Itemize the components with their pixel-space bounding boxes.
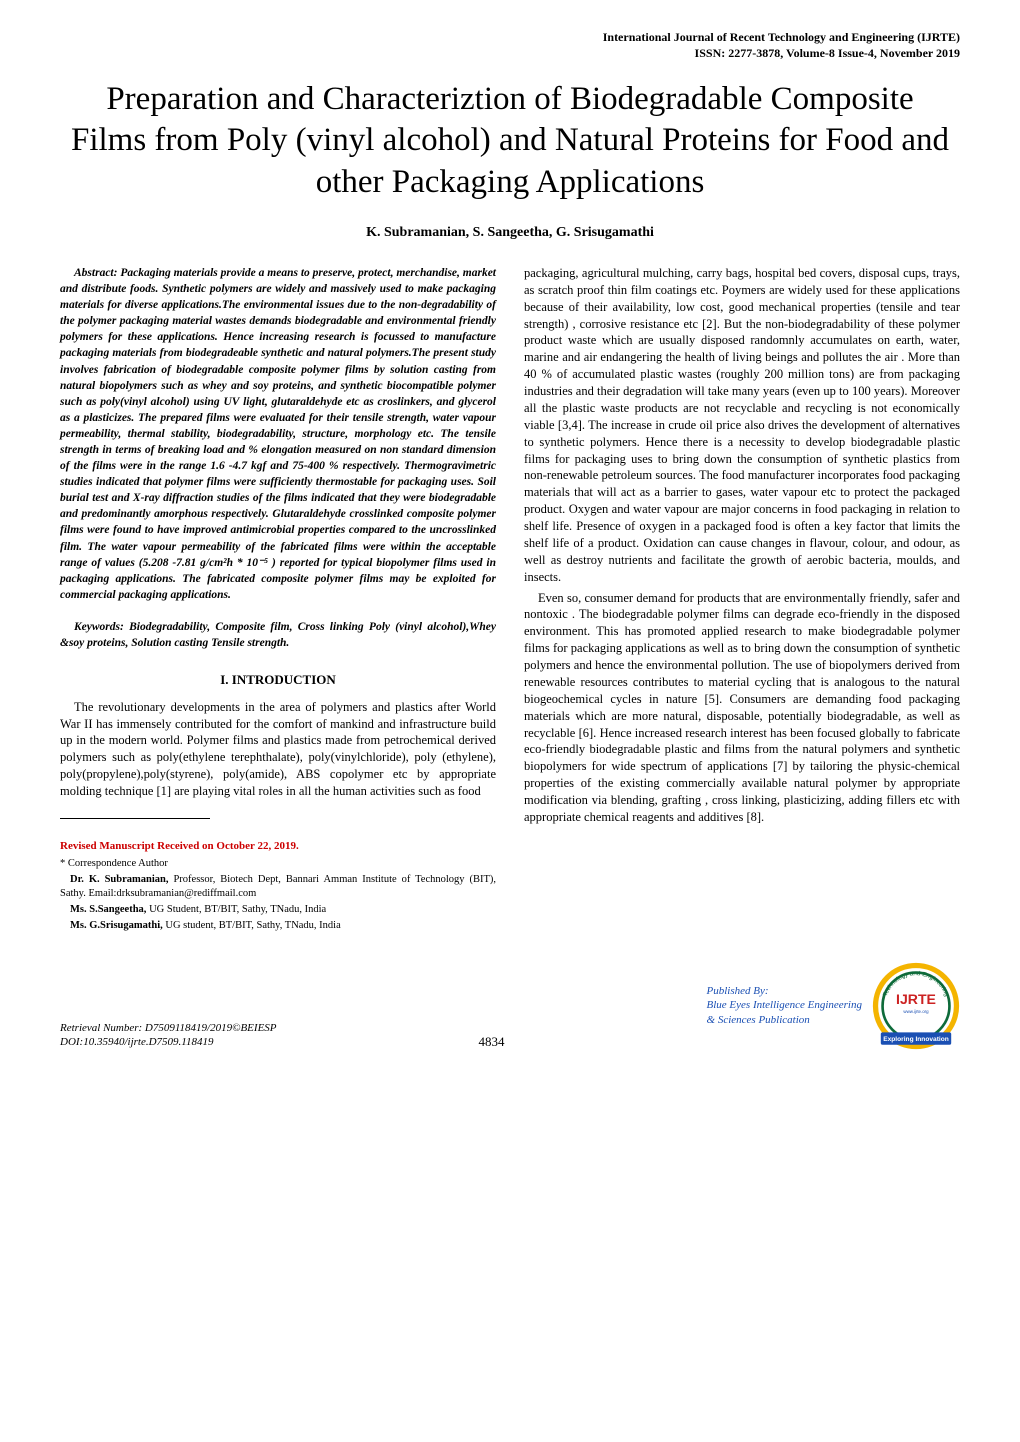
page-footer: Retrieval Number: D7509118419/2019©BEIES…	[60, 962, 960, 1050]
published-by-label: Published By:	[707, 984, 862, 998]
logo-url-text: www.ijrte.org	[903, 1009, 929, 1014]
abstract-text: Abstract: Packaging materials provide a …	[60, 265, 496, 603]
footnote-separator	[60, 818, 210, 819]
logo-svg: Technology and Engineering IJRTE www.ijr…	[872, 962, 960, 1050]
left-column: Abstract: Packaging materials provide a …	[60, 265, 496, 934]
journal-logo-icon: Technology and Engineering IJRTE www.ijr…	[872, 962, 960, 1050]
author-1-name: Dr. K. Subramanian,	[70, 874, 169, 885]
correspondence-author-note: * Correspondence Author	[60, 857, 496, 871]
logo-bottom-band-text: Exploring Innovation	[883, 1036, 949, 1043]
publisher-name-1: Blue Eyes Intelligence Engineering	[707, 998, 862, 1012]
intro-paragraph-1: The revolutionary developments in the ar…	[60, 699, 496, 800]
journal-issn-issue: ISSN: 2277-3878, Volume-8 Issue-4, Novem…	[60, 46, 960, 62]
right-paragraph-2: Even so, consumer demand for products th…	[524, 590, 960, 826]
right-paragraph-1: packaging, agricultural mulching, carry …	[524, 265, 960, 586]
retrieval-block: Retrieval Number: D7509118419/2019©BEIES…	[60, 1021, 277, 1050]
section-heading-introduction: I. INTRODUCTION	[60, 671, 496, 689]
publisher-text: Published By: Blue Eyes Intelligence Eng…	[707, 984, 862, 1027]
published-by-block: Published By: Blue Eyes Intelligence Eng…	[707, 962, 960, 1050]
author-detail-2: Ms. S.Sangeetha, UG Student, BT/BIT, Sat…	[60, 903, 496, 917]
author-detail-1: Dr. K. Subramanian, Professor, Biotech D…	[60, 873, 496, 901]
author-3-name: Ms. G.Srisugamathi,	[70, 920, 163, 931]
author-2-name: Ms. S.Sangeetha,	[70, 904, 146, 915]
journal-name: International Journal of Recent Technolo…	[60, 30, 960, 46]
author-3-affiliation: UG student, BT/BIT, Sathy, TNadu, India	[163, 920, 341, 931]
right-column: packaging, agricultural mulching, carry …	[524, 265, 960, 934]
logo-center-text: IJRTE	[896, 991, 936, 1007]
publisher-name-2: & Sciences Publication	[707, 1013, 862, 1027]
journal-header: International Journal of Recent Technolo…	[60, 30, 960, 61]
retrieval-number: Retrieval Number: D7509118419/2019©BEIES…	[60, 1021, 277, 1035]
doi: DOI:10.35940/ijrte.D7509.118419	[60, 1035, 277, 1049]
author-2-affiliation: UG Student, BT/BIT, Sathy, TNadu, India	[146, 904, 326, 915]
revised-manuscript-date: Revised Manuscript Received on October 2…	[60, 839, 496, 854]
keywords-block: Keywords: Biodegradability, Composite fi…	[60, 619, 496, 651]
authors-line: K. Subramanian, S. Sangeetha, G. Srisuga…	[60, 225, 960, 241]
abstract-block: Abstract: Packaging materials provide a …	[60, 265, 496, 603]
two-column-layout: Abstract: Packaging materials provide a …	[60, 265, 960, 934]
paper-title: Preparation and Characteriztion of Biode…	[60, 79, 960, 203]
page-number: 4834	[479, 1034, 505, 1050]
author-detail-3: Ms. G.Srisugamathi, UG student, BT/BIT, …	[60, 919, 496, 933]
